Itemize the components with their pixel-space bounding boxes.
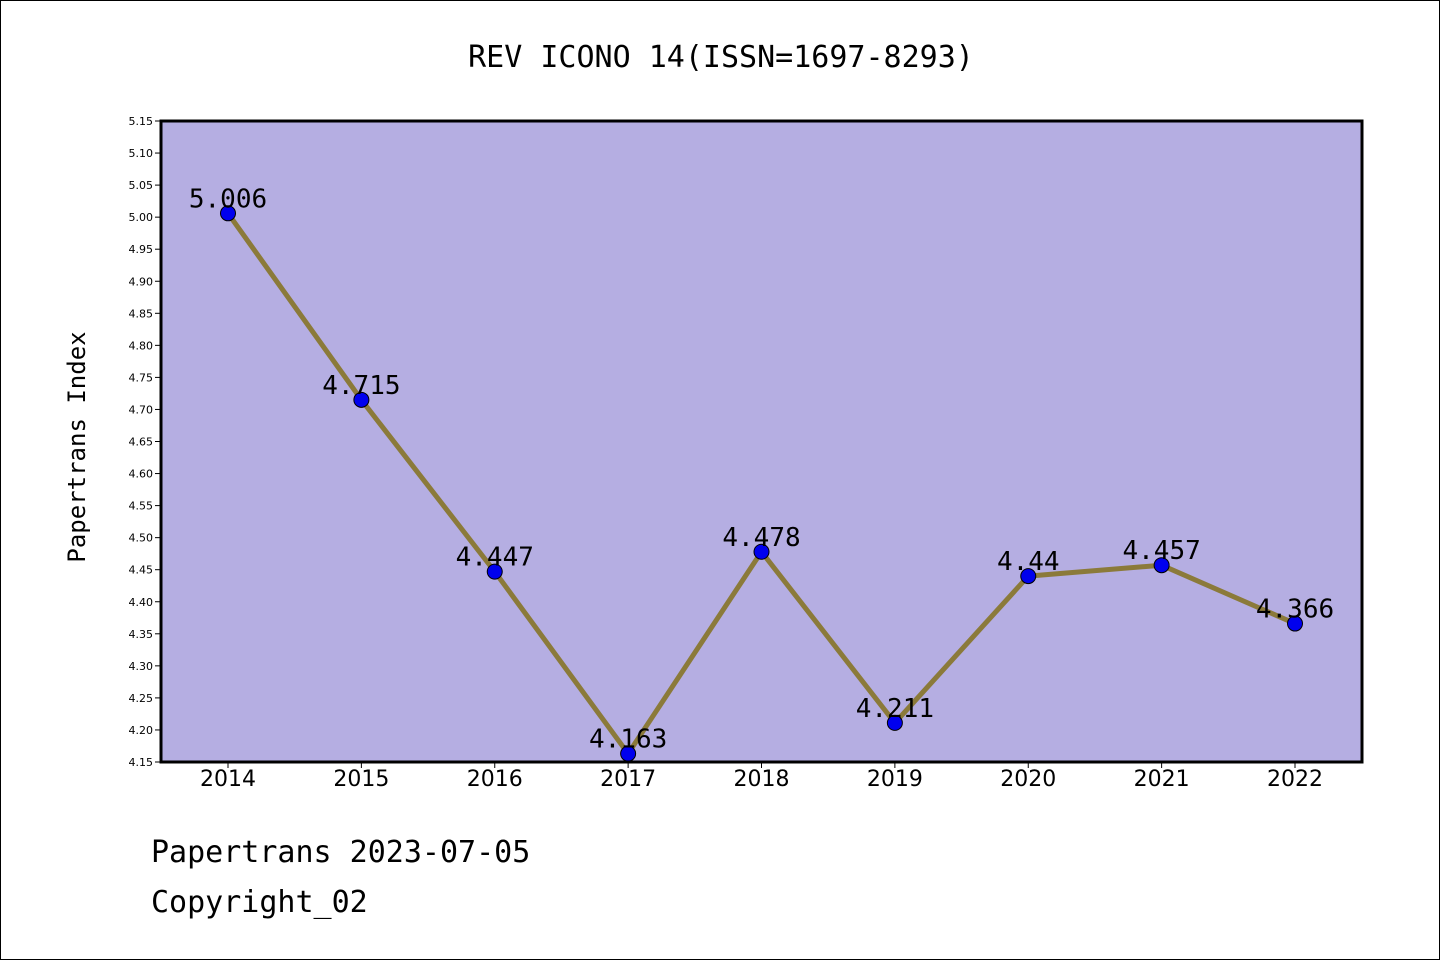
y-tick-label: 5.05	[129, 179, 154, 192]
y-tick-label: 4.35	[129, 628, 154, 641]
y-tick-label: 4.40	[129, 596, 154, 609]
y-tick-label: 4.30	[129, 660, 154, 673]
footer-date-text: Papertrans 2023-07-05	[151, 835, 531, 870]
y-tick-label: 4.15	[129, 756, 154, 769]
plot-border	[159, 119, 1364, 764]
data-points	[220, 205, 1303, 762]
data-labels: 5.006 4.715 4.447 4.163 4.478 4.211 4.44 4.457 4…	[189, 184, 1334, 754]
data-label: 4.366	[1256, 595, 1334, 625]
footer-copyright-text: Copyright_02	[151, 885, 368, 920]
y-axis-ticks: 4.15 4.20 4.25 4.30 4.35 4.40 4.45 4.50 4.55 4.60…	[129, 115, 161, 769]
plot-area	[161, 121, 1362, 762]
data-point	[753, 543, 770, 560]
data-label: 4.715	[322, 371, 400, 401]
x-tick-label: 2016	[467, 767, 523, 792]
data-point	[1020, 568, 1037, 585]
y-tick-label: 4.85	[129, 307, 154, 320]
data-label: 4.457	[1122, 536, 1200, 566]
x-tick-label: 2019	[867, 767, 923, 792]
y-tick-label: 4.70	[129, 403, 154, 416]
y-tick-label: 4.45	[129, 564, 154, 577]
x-tick-label: 2015	[333, 767, 389, 792]
x-tick-label: 2020	[1000, 767, 1056, 792]
data-label: 4.447	[456, 543, 534, 573]
y-tick-label: 4.20	[129, 724, 154, 737]
x-tick-label: 2018	[734, 767, 790, 792]
y-tick-label: 4.65	[129, 436, 154, 449]
x-tick-label: 2014	[200, 767, 256, 792]
chart-title: REV ICONO 14(ISSN=1697-8293)	[468, 40, 974, 75]
data-label: 4.211	[856, 694, 934, 724]
x-tick-label: 2022	[1267, 767, 1323, 792]
y-tick-label: 5.10	[129, 147, 154, 160]
y-tick-label: 4.50	[129, 532, 154, 545]
data-label: 4.478	[722, 523, 800, 553]
data-point	[1153, 557, 1170, 574]
data-label: 5.006	[189, 184, 267, 214]
data-label: 4.44	[997, 547, 1060, 577]
y-tick-label: 4.60	[129, 468, 154, 481]
y-tick-label: 4.75	[129, 371, 154, 384]
y-tick-label: 4.95	[129, 243, 154, 256]
data-label: 4.163	[589, 725, 667, 755]
data-point	[886, 714, 903, 731]
x-axis-ticks: 2014 2015 2016 2017 2018 2019 2020 2021 2022	[200, 762, 1323, 792]
y-tick-label: 4.80	[129, 339, 154, 352]
y-tick-label: 4.25	[129, 692, 154, 705]
y-axis-label: Papertrans Index	[63, 331, 91, 562]
y-tick-label: 4.55	[129, 500, 154, 513]
y-tick-label: 5.00	[129, 211, 154, 224]
data-point	[1287, 615, 1303, 632]
data-point	[353, 391, 370, 408]
x-tick-label: 2021	[1134, 767, 1190, 792]
y-tick-label: 5.15	[129, 115, 154, 128]
x-tick-label: 2017	[600, 767, 656, 792]
data-point	[486, 563, 503, 580]
y-tick-label: 4.90	[129, 275, 154, 288]
data-point	[220, 205, 236, 222]
